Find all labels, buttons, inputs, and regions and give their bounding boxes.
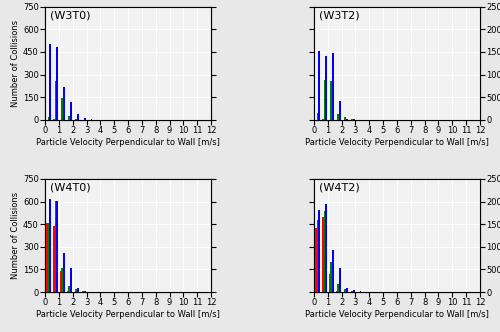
Bar bbox=[338, 114, 339, 120]
Bar bbox=[339, 101, 340, 120]
Bar bbox=[48, 117, 50, 120]
Bar bbox=[56, 201, 58, 292]
Bar bbox=[315, 228, 316, 292]
Y-axis label: Number of Collisions: Number of Collisions bbox=[11, 20, 20, 107]
X-axis label: Particle Velocity Perpendicular to Wall [m/s]: Particle Velocity Perpendicular to Wall … bbox=[36, 138, 220, 147]
Bar bbox=[89, 291, 91, 292]
Bar bbox=[56, 47, 58, 120]
Bar bbox=[353, 290, 354, 292]
X-axis label: Particle Velocity Perpendicular to Wall [m/s]: Particle Velocity Perpendicular to Wall … bbox=[305, 310, 489, 319]
Bar bbox=[68, 286, 70, 292]
Bar bbox=[332, 53, 334, 120]
Bar bbox=[63, 253, 65, 292]
Bar bbox=[62, 98, 63, 120]
Legend: Area 1, Area 2, Area 3: Area 1, Area 2, Area 3 bbox=[160, 11, 207, 47]
Bar bbox=[70, 268, 71, 292]
Y-axis label: Number of Collisions: Number of Collisions bbox=[11, 192, 20, 279]
Bar bbox=[48, 223, 50, 292]
Bar bbox=[54, 81, 56, 120]
Bar bbox=[50, 44, 51, 120]
Bar bbox=[339, 268, 340, 292]
Bar bbox=[344, 117, 346, 120]
Bar bbox=[63, 87, 65, 120]
Bar bbox=[351, 291, 353, 292]
Bar bbox=[68, 116, 70, 120]
Bar bbox=[77, 114, 78, 120]
Bar bbox=[66, 290, 68, 292]
Bar bbox=[60, 271, 62, 292]
Bar bbox=[324, 80, 325, 120]
Bar bbox=[330, 81, 332, 120]
Bar bbox=[91, 291, 92, 292]
Bar bbox=[74, 291, 76, 292]
Bar bbox=[76, 289, 77, 292]
Bar bbox=[330, 262, 332, 292]
Bar bbox=[77, 288, 78, 292]
Bar bbox=[325, 204, 327, 292]
Bar bbox=[360, 291, 362, 292]
Bar bbox=[84, 290, 86, 292]
Text: (W3T2): (W3T2) bbox=[319, 10, 360, 20]
Bar bbox=[316, 220, 318, 292]
Bar bbox=[351, 119, 353, 120]
Legend: Area 1, Area 2, Area 3: Area 1, Area 2, Area 3 bbox=[428, 183, 476, 219]
Bar bbox=[324, 211, 325, 292]
Bar bbox=[318, 210, 320, 292]
Bar bbox=[329, 274, 330, 292]
X-axis label: Particle Velocity Perpendicular to Wall [m/s]: Particle Velocity Perpendicular to Wall … bbox=[36, 310, 220, 319]
Bar bbox=[322, 217, 324, 292]
Bar bbox=[50, 199, 51, 292]
Bar bbox=[46, 223, 48, 292]
Text: (W3T0): (W3T0) bbox=[50, 10, 90, 20]
Text: (W4T2): (W4T2) bbox=[319, 182, 360, 192]
Bar bbox=[346, 119, 348, 120]
Bar bbox=[53, 226, 54, 292]
Bar bbox=[76, 119, 77, 120]
Text: (W4T0): (W4T0) bbox=[50, 182, 90, 192]
Bar bbox=[70, 102, 71, 120]
Legend: Area 1, Area 2, Area 3: Area 1, Area 2, Area 3 bbox=[428, 11, 476, 47]
Bar bbox=[82, 290, 84, 292]
Bar bbox=[338, 284, 339, 292]
Bar bbox=[318, 51, 320, 120]
Bar bbox=[353, 119, 354, 120]
Bar bbox=[316, 113, 318, 120]
Bar bbox=[346, 288, 348, 292]
Bar bbox=[325, 56, 327, 120]
X-axis label: Particle Velocity Perpendicular to Wall [m/s]: Particle Velocity Perpendicular to Wall … bbox=[305, 138, 489, 147]
Bar bbox=[344, 290, 346, 292]
Bar bbox=[62, 268, 63, 292]
Bar bbox=[336, 291, 338, 292]
Legend: Area 1, Area 2, Area 3: Area 1, Area 2, Area 3 bbox=[160, 183, 207, 219]
Bar bbox=[54, 201, 56, 292]
Bar bbox=[84, 118, 86, 120]
Bar bbox=[332, 250, 334, 292]
